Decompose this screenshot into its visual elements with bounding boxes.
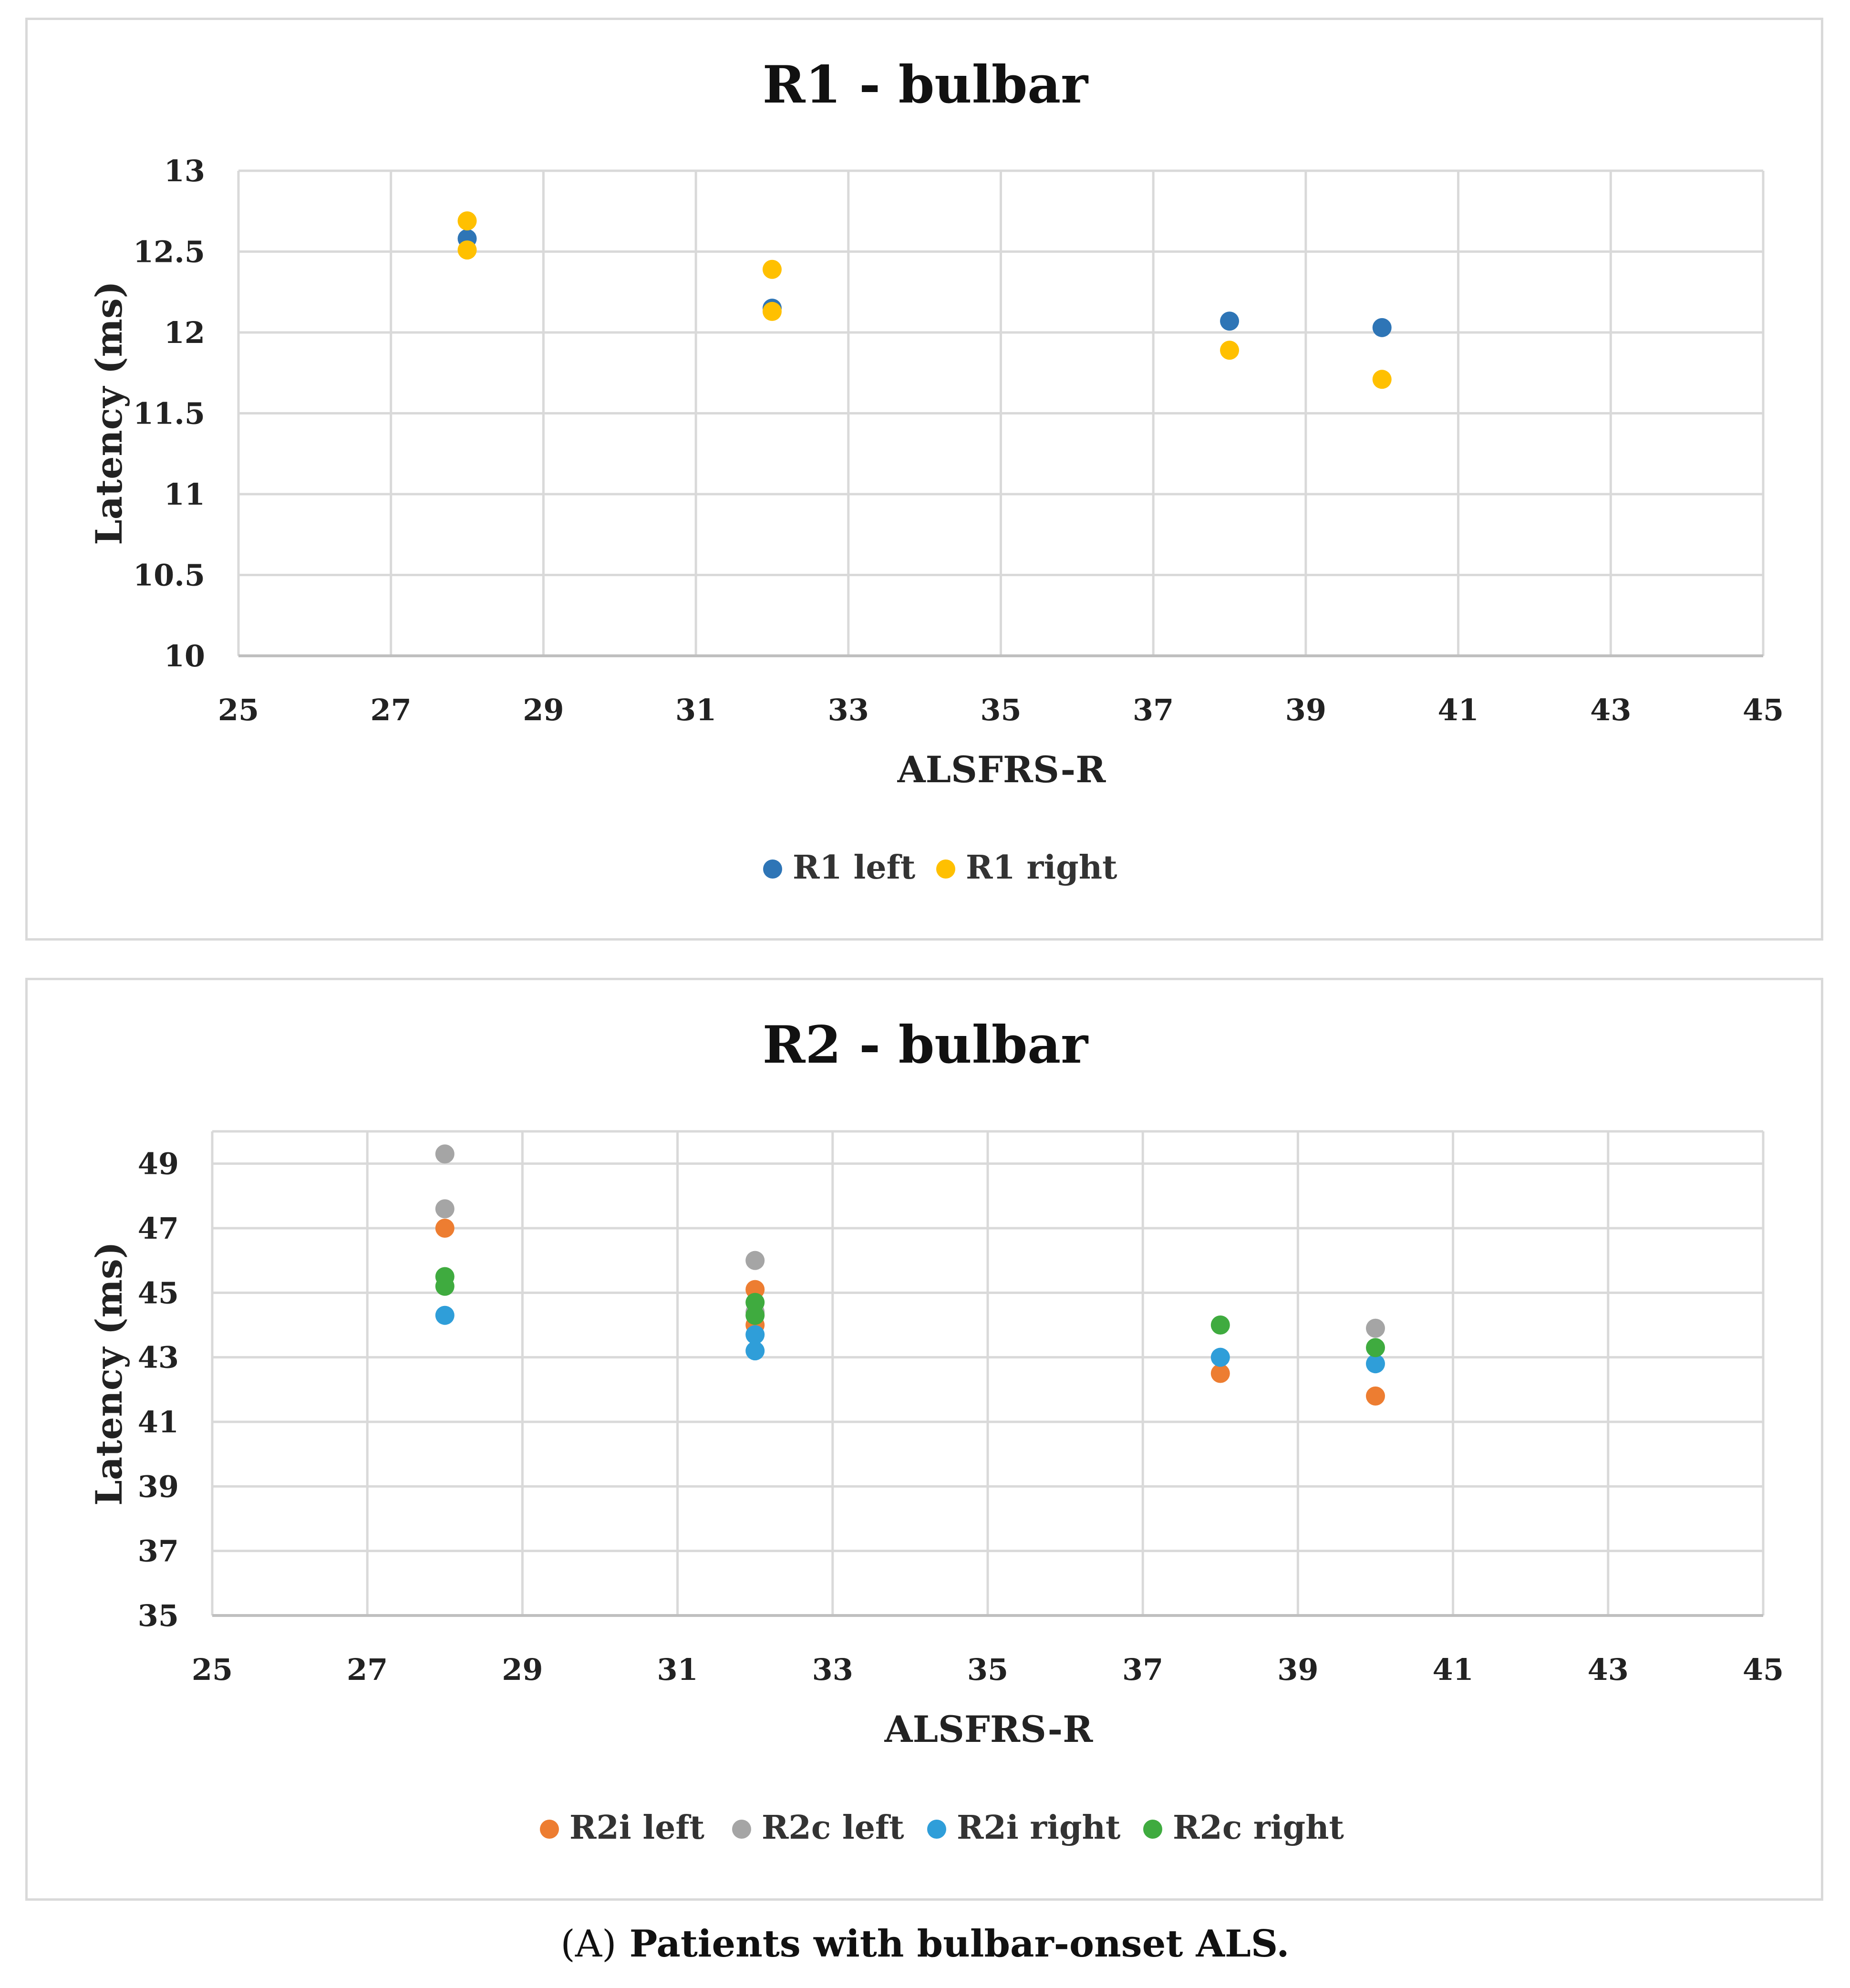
r1-y-tick-label: 10	[164, 639, 205, 673]
r2-point-r2i-right-3	[1210, 1347, 1230, 1367]
r1-y-tick-label: 13	[164, 154, 205, 188]
r1-point-r1-right-2	[762, 259, 782, 279]
r1-x-tick-label: 27	[371, 693, 412, 727]
r1-point-r1-right-1	[457, 240, 477, 260]
r1-x-tick-label: 45	[1743, 693, 1784, 727]
r2-point-r2i-right-1	[745, 1325, 765, 1345]
r1-x-tick-label: 35	[980, 693, 1021, 727]
r1-x-tick-label: 31	[675, 693, 716, 727]
r2-x-tick-label: 43	[1588, 1652, 1629, 1687]
r2-point-r2c-right-4	[1210, 1315, 1230, 1335]
r1-x-tick-label: 39	[1285, 693, 1326, 727]
r1-point-r1-right-3	[762, 301, 782, 321]
r1-legend-label-0: R1 left	[793, 849, 916, 887]
caption-text: Patients with bulbar-onset ALS.	[629, 1922, 1290, 1966]
r1-x-tick-label: 41	[1437, 693, 1478, 727]
r2-point-r2i-right-2	[745, 1341, 765, 1361]
r1-x-tick-label: 33	[828, 693, 869, 727]
r2-point-r2c-left-4	[1366, 1318, 1385, 1338]
r2-y-axis-title: Latency (ms)	[88, 1242, 130, 1505]
r1-y-tick-label: 11	[164, 477, 205, 512]
r2-legend-marker-0	[540, 1820, 559, 1839]
r2-x-tick-label: 27	[347, 1652, 388, 1687]
r2-legend-marker-2	[927, 1820, 946, 1839]
r1-chart-title: R1 - bulbar	[763, 55, 1089, 115]
r2-x-tick-label: 31	[657, 1652, 698, 1687]
r1-point-r1-right-4	[1220, 341, 1240, 360]
r1-legend-marker-1	[936, 859, 955, 879]
r2-x-tick-label: 41	[1432, 1652, 1473, 1687]
r2-point-r2c-right-3	[745, 1305, 765, 1325]
r1-y-axis-title: Latency (ms)	[88, 281, 130, 545]
r2-y-tick-label: 43	[138, 1340, 179, 1375]
r1-y-tick-label: 12	[164, 315, 205, 350]
r2-x-tick-label: 29	[502, 1652, 543, 1687]
r1-legend-label-1: R1 right	[966, 849, 1117, 887]
r2-point-r2i-right-0	[435, 1305, 455, 1325]
r2-x-tick-label: 35	[967, 1652, 1008, 1687]
r2-legend-label-3: R2c right	[1173, 1809, 1344, 1847]
r2-y-tick-label: 45	[138, 1275, 179, 1310]
r2-point-r2i-left-3	[1210, 1364, 1230, 1383]
r2-point-r2c-right-5	[1366, 1338, 1385, 1357]
r2-point-r2c-left-1	[435, 1199, 455, 1219]
r1-x-tick-label: 37	[1133, 693, 1174, 727]
r1-point-r1-right-0	[457, 211, 477, 231]
r2-point-r2i-left-0	[435, 1219, 455, 1238]
r2-y-tick-label: 39	[138, 1469, 179, 1504]
r2-y-tick-label: 49	[138, 1147, 179, 1181]
caption-label: (A)	[560, 1923, 617, 1966]
r2-legend-marker-3	[1143, 1820, 1162, 1839]
r2-x-tick-label: 37	[1122, 1652, 1163, 1687]
figure-caption: (A) Patients with bulbar-onset ALS.	[0, 1922, 1850, 1966]
r2-point-r2c-left-0	[435, 1144, 455, 1164]
r2-point-r2c-right-1	[435, 1276, 455, 1296]
r2-point-r2i-right-4	[1366, 1354, 1385, 1374]
r1-legend-marker-0	[763, 859, 782, 879]
r1-y-tick-label: 11.5	[133, 396, 205, 431]
r2-x-axis-title: ALSFRS-R	[884, 1708, 1094, 1750]
r2-x-tick-label: 39	[1277, 1652, 1318, 1687]
r2-legend-label-2: R2i right	[957, 1809, 1121, 1847]
r1-point-r1-right-5	[1372, 370, 1392, 389]
r2-legend-marker-1	[732, 1820, 751, 1839]
r1-y-tick-label: 12.5	[133, 235, 205, 269]
r2-y-tick-label: 47	[138, 1211, 179, 1246]
r2-x-tick-label: 25	[192, 1652, 233, 1687]
r1-point-r1-left-2	[1220, 311, 1240, 331]
r2-chart-title: R2 - bulbar	[763, 1015, 1089, 1075]
r1-y-tick-label: 10.5	[133, 558, 205, 593]
r2-x-tick-label: 33	[812, 1652, 853, 1687]
r2-legend-label-1: R2c left	[762, 1809, 904, 1847]
r2-point-r2c-left-2	[745, 1251, 765, 1270]
r2-y-tick-label: 41	[138, 1405, 179, 1439]
r1-x-tick-label: 25	[218, 693, 259, 727]
r2-x-tick-label: 45	[1743, 1652, 1784, 1687]
r1-x-tick-label: 43	[1590, 693, 1631, 727]
r1-x-tick-label: 29	[523, 693, 564, 727]
r1-point-r1-left-3	[1372, 318, 1392, 337]
r1-x-axis-title: ALSFRS-R	[897, 748, 1106, 791]
r2-point-r2i-left-4	[1366, 1386, 1385, 1406]
r2-y-tick-label: 35	[138, 1598, 179, 1633]
r2-y-tick-label: 37	[138, 1534, 179, 1569]
r2-legend-label-0: R2i left	[569, 1809, 705, 1847]
